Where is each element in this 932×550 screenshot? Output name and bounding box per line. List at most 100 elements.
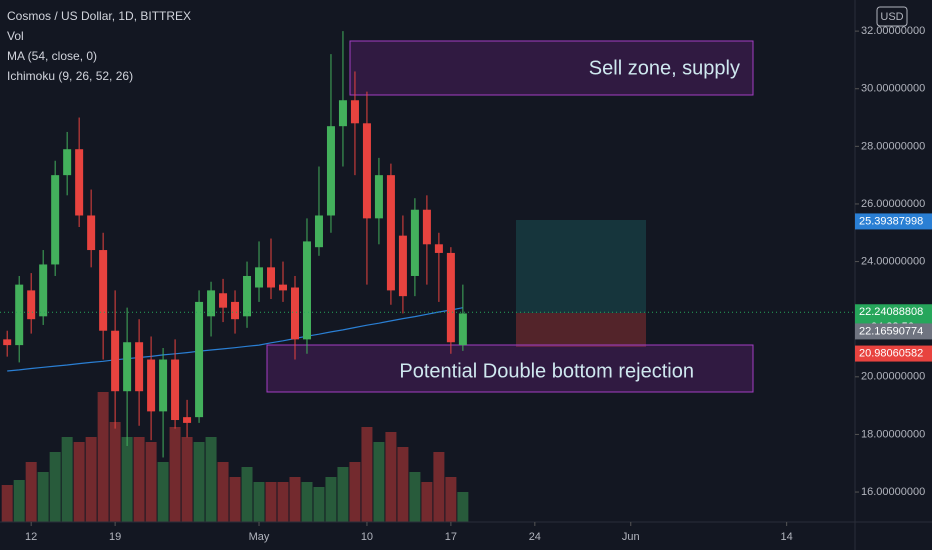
candle-body (267, 267, 276, 288)
candle-body (231, 301, 240, 320)
candle-body (195, 301, 204, 418)
y-tick-label: 26.00000000 (861, 198, 925, 210)
volume-bar (181, 437, 193, 522)
volume-bar (457, 492, 469, 522)
volume-bar (397, 447, 409, 522)
candle-body (279, 284, 288, 291)
price-tag (855, 345, 932, 362)
price-tag-label: 20.98060582 (859, 347, 923, 359)
volume-bar (337, 467, 349, 522)
candle-body (362, 123, 371, 219)
y-tick-label: 32.00000000 (861, 25, 925, 37)
volume-bar (241, 467, 253, 522)
y-tick-label: 24.00000000 (861, 255, 925, 267)
volume-bar (85, 437, 97, 522)
volume-bar (133, 437, 145, 522)
y-tick-label: 30.00000000 (861, 83, 925, 95)
volume-bar (265, 482, 277, 522)
volume-bar (325, 477, 337, 522)
bottom-zone (266, 344, 754, 393)
x-tick-label: 12 (25, 531, 37, 543)
volume-bar (277, 482, 289, 522)
volume-bar (385, 432, 397, 522)
candle-body (159, 359, 168, 412)
volume-bar (157, 462, 169, 522)
stop-box (516, 313, 646, 347)
candle-body (302, 241, 311, 340)
candle-body (398, 235, 407, 297)
volume-bar (289, 477, 301, 522)
candle-body (374, 175, 383, 219)
indicator-label: Vol (7, 29, 24, 43)
volume-bar (373, 442, 385, 522)
price-tag-label: 25.39387998 (859, 215, 923, 227)
candle-body (87, 215, 96, 251)
candle-body (171, 359, 180, 421)
candle-body (3, 339, 12, 346)
x-tick-label: 14 (781, 531, 793, 543)
x-tick-label: 17 (445, 531, 457, 543)
volume-bar (61, 437, 73, 522)
x-tick-label: 10 (361, 531, 373, 543)
ma-line (7, 307, 464, 372)
candle-body (207, 290, 216, 317)
volume-bar (421, 482, 433, 522)
currency-box[interactable] (876, 6, 908, 27)
volume-bar (205, 437, 217, 522)
candle-body (350, 100, 359, 124)
candle-body (434, 244, 443, 253)
candle-body (99, 250, 108, 331)
candle-body (111, 330, 120, 392)
price-tag (855, 213, 932, 230)
currency[interactable]: USD (880, 11, 903, 23)
volume-bar (253, 482, 265, 522)
y-tick-label: 20.00000000 (861, 371, 925, 383)
candle-body (386, 175, 395, 291)
candle-body (338, 100, 347, 127)
volume-bar (349, 462, 361, 522)
volume-bar (25, 462, 37, 522)
volume-bar (193, 442, 205, 522)
candle-body (183, 417, 192, 423)
x-tick-label: 19 (109, 531, 121, 543)
x-tick-label: May (249, 531, 270, 543)
volume-bar (409, 472, 421, 522)
annotation: Sell zone, supply (589, 57, 740, 79)
volume-bar (37, 472, 49, 522)
volume-bar (49, 452, 61, 522)
candle-body (446, 252, 455, 343)
volume-bar (229, 477, 241, 522)
candle-body (147, 359, 156, 412)
price-tag-label: 22.16590774 (859, 325, 923, 337)
volume-bar (145, 442, 157, 522)
candle-body (27, 290, 36, 320)
candle-body (15, 284, 24, 346)
y-tick-label: 28.00000000 (861, 140, 925, 152)
y-tick-label: 16.00000000 (861, 486, 925, 498)
candle-body (39, 264, 48, 317)
candle-body (422, 209, 431, 245)
candle-body (63, 149, 72, 176)
x-tick-label: 24 (529, 531, 541, 543)
volume-bar (169, 427, 181, 522)
volume-bar (301, 482, 313, 522)
candle-body (123, 342, 132, 392)
target-box (516, 220, 646, 313)
candle-body (135, 342, 144, 392)
volume-bar (1, 485, 13, 522)
candle-body (410, 209, 419, 276)
candle-body (458, 313, 467, 346)
chart-title: Cosmos / US Dollar, 1D, BITTREX (7, 9, 191, 23)
candle-body (290, 287, 299, 340)
candle-body (255, 267, 264, 288)
volume-bar (121, 437, 133, 522)
volume-bar (109, 422, 121, 522)
volume-bar (445, 477, 457, 522)
price-tag (855, 323, 932, 340)
candle-body (51, 175, 60, 265)
y-tick-label: 18.00000000 (861, 428, 925, 440)
volume-bar (313, 487, 325, 522)
x-tick-label: Jun (622, 531, 640, 543)
